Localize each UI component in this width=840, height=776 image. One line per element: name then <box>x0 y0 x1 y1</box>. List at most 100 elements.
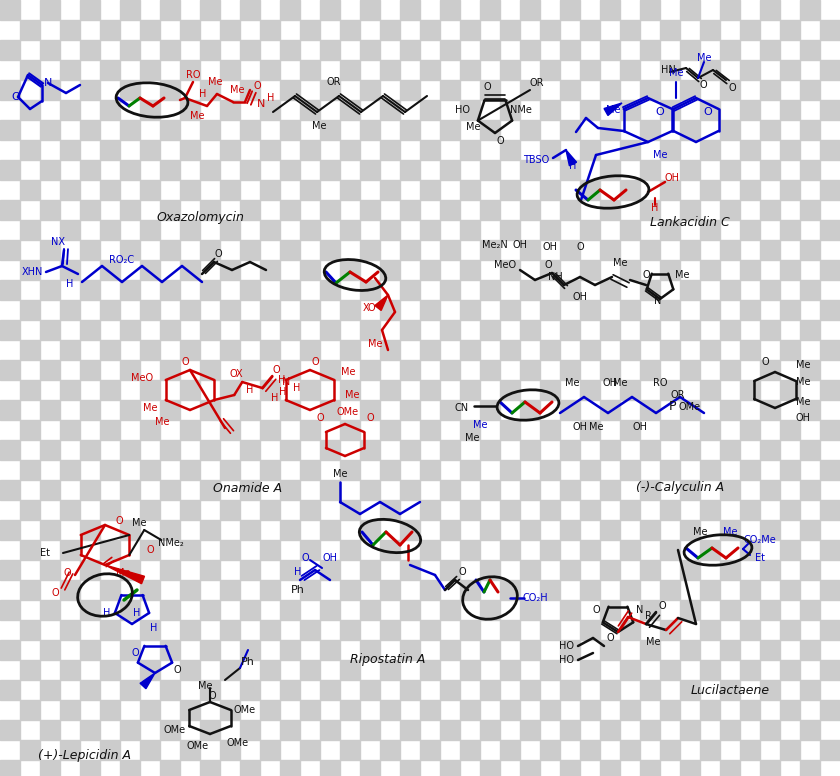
Bar <box>720 560 740 580</box>
Bar <box>600 40 620 60</box>
Bar <box>800 360 820 380</box>
Bar <box>760 360 780 380</box>
Bar <box>660 500 680 520</box>
Bar <box>220 60 240 80</box>
Bar <box>740 580 760 600</box>
Bar <box>500 700 520 720</box>
Bar <box>720 640 740 660</box>
Bar <box>480 640 500 660</box>
Bar <box>120 640 140 660</box>
Bar <box>480 0 500 20</box>
Bar <box>200 120 220 140</box>
Bar <box>200 200 220 220</box>
Bar <box>140 220 160 240</box>
Bar <box>460 300 480 320</box>
Bar <box>280 640 300 660</box>
Bar <box>560 280 580 300</box>
Bar <box>0 720 20 740</box>
Bar <box>660 580 680 600</box>
Bar <box>500 340 520 360</box>
Bar <box>820 20 840 40</box>
Bar <box>200 400 220 420</box>
Bar <box>640 400 660 420</box>
Bar <box>800 0 820 20</box>
Text: Me: Me <box>669 68 683 78</box>
Bar <box>200 600 220 620</box>
Bar <box>540 100 560 120</box>
Bar <box>500 180 520 200</box>
Bar <box>400 520 420 540</box>
Text: Me: Me <box>116 568 130 578</box>
Bar <box>100 20 120 40</box>
Text: Ph: Ph <box>241 657 255 667</box>
Bar <box>380 100 400 120</box>
Bar <box>60 300 80 320</box>
Bar <box>40 520 60 540</box>
Bar <box>780 180 800 200</box>
Bar <box>100 620 120 640</box>
Bar <box>520 680 540 700</box>
Bar <box>260 420 280 440</box>
Text: O: O <box>146 545 154 555</box>
Bar <box>280 480 300 500</box>
Text: Me: Me <box>465 433 480 443</box>
Bar <box>420 540 440 560</box>
Bar <box>20 100 40 120</box>
Bar <box>580 700 600 720</box>
Bar <box>480 160 500 180</box>
Bar <box>380 20 400 40</box>
Bar <box>660 300 680 320</box>
Bar <box>560 480 580 500</box>
Bar <box>60 500 80 520</box>
Bar <box>240 0 260 20</box>
Bar <box>540 500 560 520</box>
Bar <box>280 520 300 540</box>
Bar <box>660 340 680 360</box>
Bar <box>160 760 180 776</box>
Bar <box>140 580 160 600</box>
Bar <box>360 360 380 380</box>
Bar <box>160 720 180 740</box>
Bar <box>20 260 40 280</box>
Bar <box>800 400 820 420</box>
Text: R: R <box>644 611 652 621</box>
Text: O: O <box>173 665 181 675</box>
Bar <box>260 700 280 720</box>
Bar <box>540 380 560 400</box>
Bar <box>0 0 20 20</box>
Bar <box>400 200 420 220</box>
Bar <box>160 600 180 620</box>
Bar <box>180 260 200 280</box>
Bar <box>700 100 720 120</box>
Bar <box>320 280 340 300</box>
Bar <box>600 400 620 420</box>
Bar <box>0 680 20 700</box>
Bar <box>260 540 280 560</box>
Bar <box>280 200 300 220</box>
Text: XO: XO <box>363 303 377 313</box>
Bar <box>360 320 380 340</box>
Text: Me: Me <box>341 367 355 377</box>
Text: Me: Me <box>465 122 480 132</box>
Bar <box>140 300 160 320</box>
Bar <box>360 640 380 660</box>
Bar <box>680 360 700 380</box>
Bar <box>360 40 380 60</box>
Bar <box>220 660 240 680</box>
Bar <box>300 100 320 120</box>
Bar <box>240 40 260 60</box>
Text: Me: Me <box>155 417 169 427</box>
Bar <box>420 660 440 680</box>
Bar <box>680 120 700 140</box>
Bar <box>820 380 840 400</box>
Bar <box>400 440 420 460</box>
Bar <box>80 560 100 580</box>
Bar <box>80 120 100 140</box>
Bar <box>780 380 800 400</box>
Bar <box>420 740 440 760</box>
Bar <box>680 520 700 540</box>
Bar <box>560 520 580 540</box>
Bar <box>460 740 480 760</box>
Bar <box>740 700 760 720</box>
Bar <box>400 0 420 20</box>
